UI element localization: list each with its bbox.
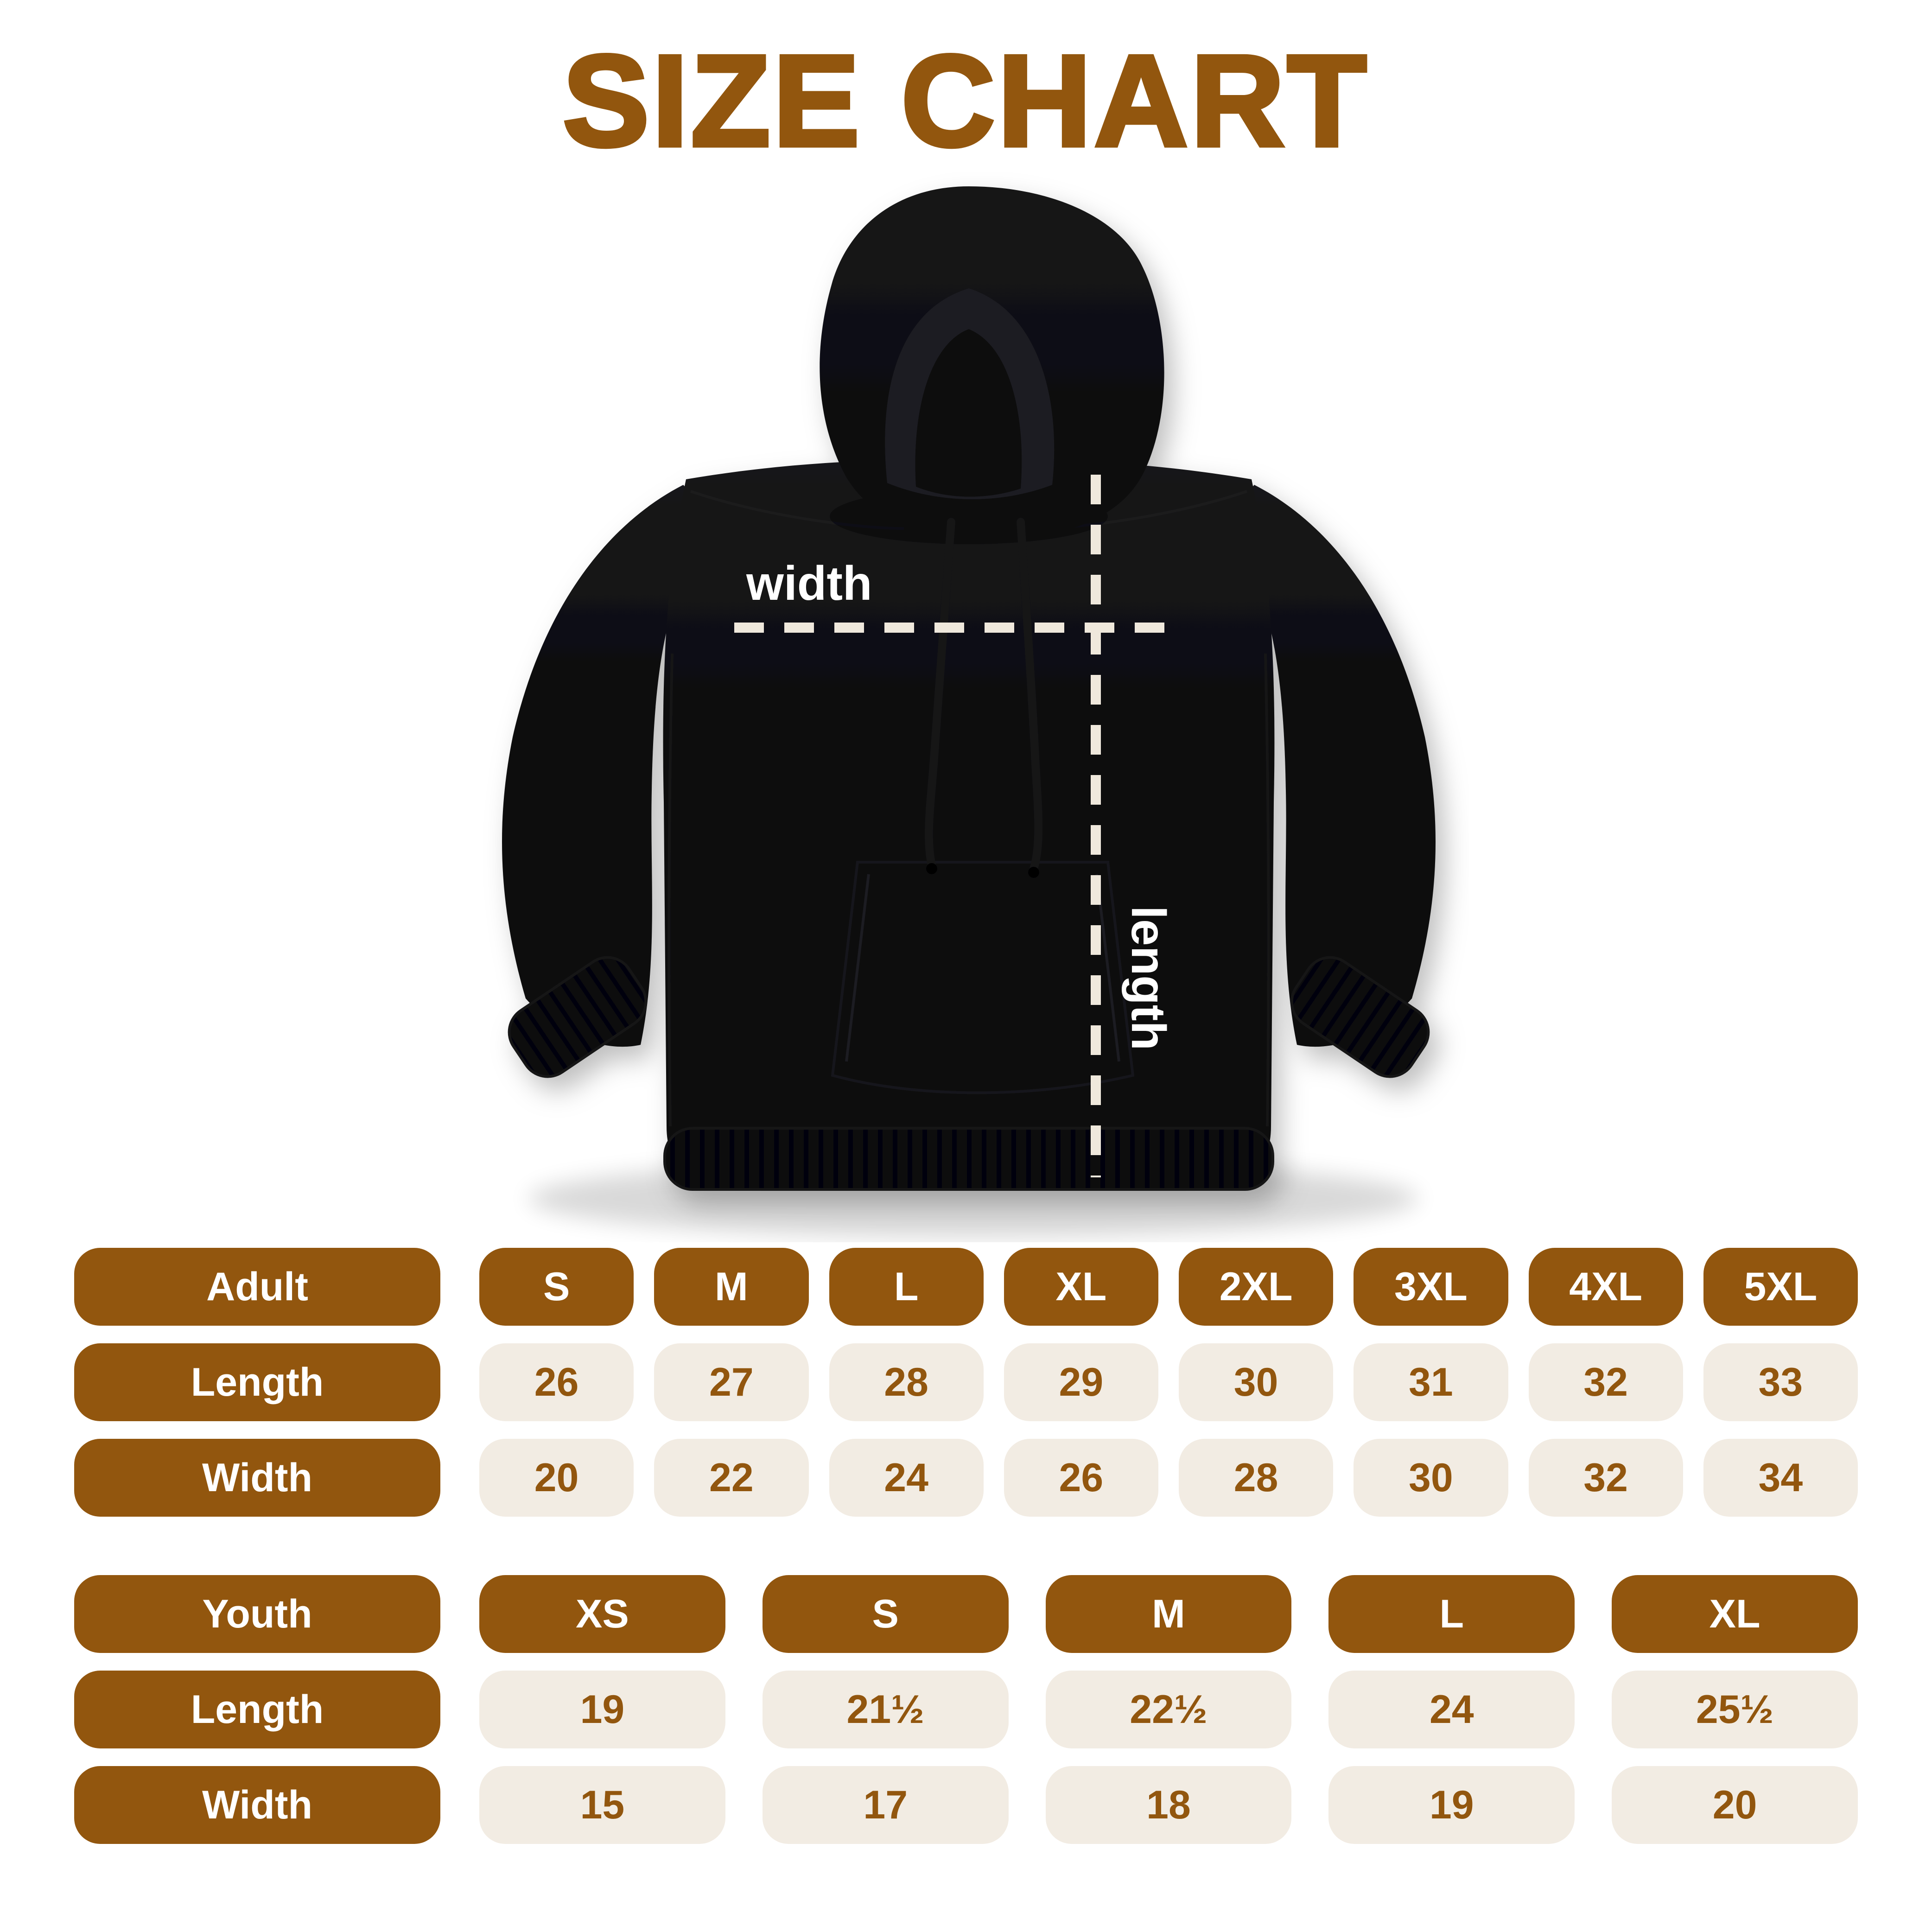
hoodie-image: width length xyxy=(468,172,1469,1242)
adult-length-value: 27 xyxy=(654,1343,809,1421)
adult-size-2xl: 2XL xyxy=(1179,1248,1334,1326)
youth-size-m: M xyxy=(1045,1575,1292,1653)
adult-width-value: 22 xyxy=(654,1439,809,1517)
adult-header-row: Adult S M L XL 2XL 3XL 4XL 5XL xyxy=(74,1248,1858,1326)
width-measure-label: width xyxy=(746,557,872,610)
length-measure-label: length xyxy=(1121,906,1175,1050)
adult-table-title: Adult xyxy=(74,1248,440,1326)
adult-width-value: 28 xyxy=(1179,1439,1334,1517)
adult-size-table: Adult S M L XL 2XL 3XL 4XL 5XL Length 26… xyxy=(74,1248,1858,1517)
youth-width-value: 19 xyxy=(1328,1766,1575,1844)
adult-width-value: 30 xyxy=(1354,1439,1508,1517)
youth-length-value: 22½ xyxy=(1045,1671,1292,1748)
youth-length-label: Length xyxy=(74,1671,440,1748)
youth-size-xl: XL xyxy=(1612,1575,1858,1653)
youth-length-value: 25½ xyxy=(1612,1671,1858,1748)
adult-size-4xl: 4XL xyxy=(1528,1248,1683,1326)
adult-width-value: 20 xyxy=(479,1439,634,1517)
adult-size-xl: XL xyxy=(1004,1248,1158,1326)
youth-size-xs: XS xyxy=(479,1575,725,1653)
adult-length-label: Length xyxy=(74,1343,440,1421)
adult-size-5xl: 5XL xyxy=(1703,1248,1858,1326)
youth-size-table: Youth XS S M L XL Length 19 21½ 22½ 24 2… xyxy=(74,1575,1858,1844)
youth-header-row: Youth XS S M L XL xyxy=(74,1575,1858,1653)
adult-width-value: 24 xyxy=(829,1439,984,1517)
youth-width-label: Width xyxy=(74,1766,440,1844)
page-title: SIZE CHART xyxy=(561,27,1369,176)
youth-size-s: S xyxy=(762,1575,1009,1653)
hoodie-illustration: width length xyxy=(502,186,1436,1238)
adult-size-m: M xyxy=(654,1248,809,1326)
adult-width-label: Width xyxy=(74,1439,440,1517)
adult-width-value: 32 xyxy=(1528,1439,1683,1517)
youth-length-row: Length 19 21½ 22½ 24 25½ xyxy=(74,1671,1858,1748)
youth-length-value: 21½ xyxy=(762,1671,1009,1748)
youth-width-value: 17 xyxy=(762,1766,1009,1844)
adult-size-s: S xyxy=(479,1248,634,1326)
adult-length-value: 29 xyxy=(1004,1343,1158,1421)
adult-length-value: 31 xyxy=(1354,1343,1508,1421)
adult-size-3xl: 3XL xyxy=(1354,1248,1508,1326)
adult-width-value: 26 xyxy=(1004,1439,1158,1517)
adult-length-value: 26 xyxy=(479,1343,634,1421)
adult-length-row: Length 26 27 28 29 30 31 32 33 xyxy=(74,1343,1858,1421)
youth-size-l: L xyxy=(1328,1575,1575,1653)
youth-width-row: Width 15 17 18 19 20 xyxy=(74,1766,1858,1844)
adult-length-value: 32 xyxy=(1528,1343,1683,1421)
adult-length-value: 28 xyxy=(829,1343,984,1421)
adult-size-l: L xyxy=(829,1248,984,1326)
adult-width-value: 34 xyxy=(1703,1439,1858,1517)
adult-width-row: Width 20 22 24 26 28 30 32 34 xyxy=(74,1439,1858,1517)
youth-length-value: 19 xyxy=(479,1671,725,1748)
youth-width-value: 20 xyxy=(1612,1766,1858,1844)
hoodie-garment xyxy=(502,186,1436,1191)
youth-length-value: 24 xyxy=(1328,1671,1575,1748)
youth-width-value: 18 xyxy=(1045,1766,1292,1844)
youth-table-title: Youth xyxy=(74,1575,440,1653)
youth-width-value: 15 xyxy=(479,1766,725,1844)
adult-length-value: 30 xyxy=(1179,1343,1334,1421)
adult-length-value: 33 xyxy=(1703,1343,1858,1421)
